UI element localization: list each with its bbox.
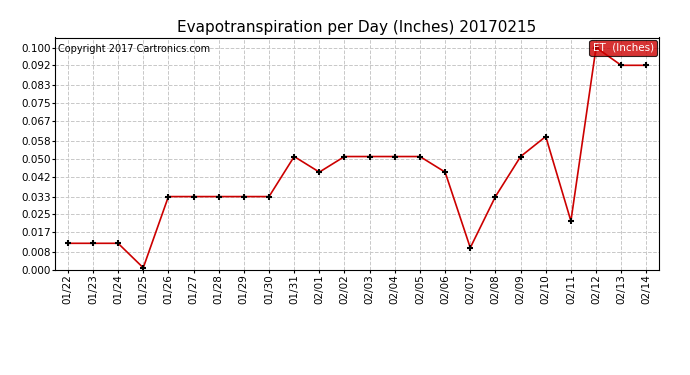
- Text: Copyright 2017 Cartronics.com: Copyright 2017 Cartronics.com: [58, 45, 210, 54]
- Legend: ET  (Inches): ET (Inches): [589, 40, 657, 56]
- Title: Evapotranspiration per Day (Inches) 20170215: Evapotranspiration per Day (Inches) 2017…: [177, 20, 537, 35]
